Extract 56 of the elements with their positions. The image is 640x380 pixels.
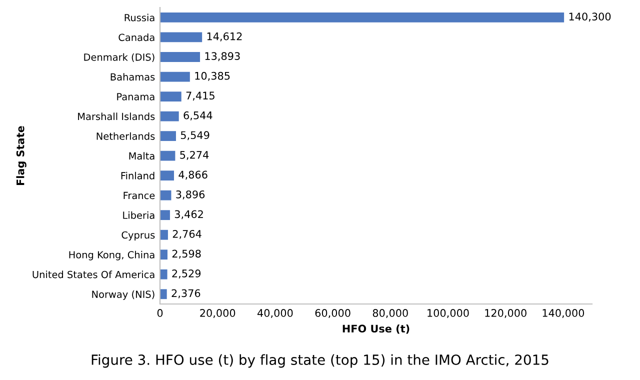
data-label: 13,893 — [205, 52, 240, 62]
data-label: 2,764 — [172, 230, 202, 239]
bar — [160, 190, 172, 200]
data-label: 5,274 — [180, 150, 209, 160]
y-tick-label: Bahamas — [110, 73, 155, 81]
y-tick-label: Hong Kong, China — [69, 250, 154, 260]
x-tick-label: 140,000 — [542, 309, 584, 318]
bar — [160, 230, 168, 240]
x-tick-label: 20,000 — [200, 309, 236, 318]
data-label: 10,385 — [195, 72, 230, 81]
y-tick-label: Norway (NIS) — [92, 290, 154, 300]
y-tick-label: Cyprus — [122, 231, 155, 241]
bar — [160, 111, 179, 122]
caption: Figure 3. HFO use (t) by flag state (top 15) in the IMO Arctic, 2015 — [92, 354, 548, 368]
bar — [160, 12, 564, 22]
bar — [160, 131, 176, 141]
y-tick-label: Russia — [124, 14, 154, 22]
bar — [160, 32, 202, 42]
bar — [160, 269, 168, 280]
bar — [160, 92, 182, 102]
data-label: 5,549 — [180, 131, 210, 140]
y-tick-label: Canada — [118, 34, 154, 42]
bar — [160, 52, 200, 62]
y-tick-label: Netherlands — [96, 132, 155, 140]
x-tick-label: 0 — [157, 309, 163, 317]
data-label: 2,529 — [172, 270, 201, 278]
y-tick-label: Liberia — [123, 211, 154, 219]
y-tick-label: France — [124, 192, 155, 200]
data-label: 3,462 — [174, 210, 203, 220]
data-label: 4,866 — [178, 170, 208, 180]
y-tick-label: Finland — [121, 172, 154, 180]
data-label: 2,598 — [172, 250, 201, 259]
y-tick-label: Panama — [117, 93, 154, 100]
y-tick-label: Marshall Islands — [78, 112, 155, 120]
x-axis-title: HFO Use (t) — [342, 324, 410, 334]
data-label: 2,376 — [172, 289, 200, 298]
data-label: 14,612 — [207, 32, 242, 42]
data-label: 140,300 — [569, 12, 611, 22]
y-tick-label: Denmark (DIS) — [84, 53, 154, 62]
bar — [160, 72, 190, 82]
y-tick-label: United States Of America — [32, 270, 154, 278]
bar — [160, 150, 176, 161]
bar — [160, 170, 174, 180]
x-tick-label: 100,000 — [428, 309, 469, 318]
data-label: 7,415 — [186, 92, 214, 101]
bar — [160, 289, 167, 300]
y-axis-title: Flag State — [16, 126, 26, 186]
data-label: 6,544 — [184, 111, 212, 120]
x-tick-label: 120,000 — [485, 309, 526, 318]
bar — [160, 250, 168, 260]
x-tick-label: 40,000 — [257, 309, 293, 318]
data-label: 3,896 — [176, 190, 205, 200]
x-tick-label: 80,000 — [372, 309, 408, 318]
bar — [160, 210, 170, 220]
x-tick-label: 60,000 — [315, 309, 350, 318]
y-tick-label: Malta — [129, 152, 154, 160]
